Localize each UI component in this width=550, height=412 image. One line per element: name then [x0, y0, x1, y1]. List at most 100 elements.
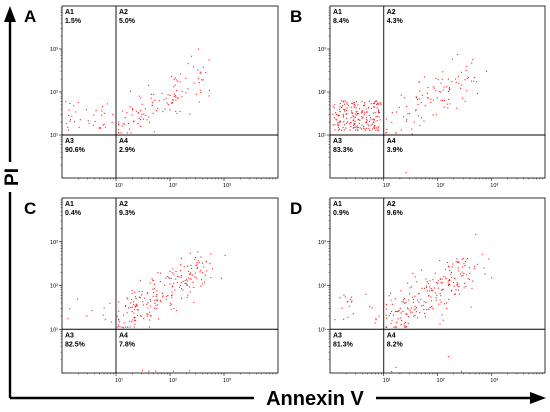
- scatter-point: [448, 88, 450, 90]
- scatter-point: [178, 286, 180, 288]
- scatter-point: [206, 270, 208, 272]
- scatter-point: [434, 292, 437, 294]
- x-tick-label: 10²: [437, 183, 445, 189]
- scatter-point: [332, 113, 334, 115]
- scatter-point: [129, 320, 131, 322]
- scatter-point: [374, 125, 376, 127]
- scatter-point: [99, 126, 101, 128]
- scatter-point: [391, 320, 393, 322]
- scatter-point: [147, 292, 149, 294]
- scatter-point: [452, 263, 454, 265]
- scatter-point: [391, 121, 393, 123]
- scatter-point: [350, 106, 352, 108]
- scatter-point: [347, 316, 349, 318]
- scatter-point: [160, 301, 162, 303]
- scatter-point: [109, 302, 111, 304]
- scatter-point: [484, 273, 486, 275]
- scatter-point: [423, 308, 425, 311]
- scatter-point: [346, 112, 348, 115]
- scatter-point: [148, 370, 150, 372]
- scatter-point: [403, 298, 405, 300]
- scatter-point: [409, 287, 411, 289]
- scatter-point: [441, 282, 443, 284]
- scatter-point: [467, 77, 470, 79]
- scatter-point: [416, 317, 419, 319]
- x-tick-label: 10²: [437, 378, 445, 384]
- scatter-point: [341, 129, 343, 131]
- scatter-point: [350, 117, 352, 119]
- scatter-point: [190, 272, 192, 274]
- scatter-point: [346, 101, 348, 103]
- scatter-point: [400, 312, 402, 314]
- scatter-point: [435, 78, 437, 80]
- scatter-point: [403, 299, 405, 301]
- scatter-point: [180, 276, 182, 278]
- scatter-point: [418, 301, 420, 303]
- scatter-point: [137, 111, 139, 113]
- scatter-point: [391, 371, 393, 373]
- scatter-point: [343, 108, 345, 110]
- scatter-point: [441, 278, 443, 280]
- scatter-point: [436, 294, 438, 296]
- scatter-point: [176, 97, 179, 99]
- scatter-point: [134, 296, 137, 298]
- scatter-point: [373, 121, 375, 123]
- scatter-point: [469, 272, 471, 275]
- scatter-point: [337, 124, 339, 126]
- scatter-point: [365, 293, 367, 295]
- scatter-point: [197, 260, 199, 262]
- scatter-point: [432, 289, 434, 291]
- scatter-point: [430, 289, 433, 291]
- scatter-point: [400, 317, 402, 319]
- scatter-point: [390, 299, 392, 301]
- scatter-point: [110, 321, 112, 323]
- scatter-point: [140, 125, 142, 128]
- scatter-point: [447, 78, 449, 80]
- scatter-point: [374, 101, 376, 103]
- scatter-point: [417, 98, 419, 101]
- scatter-point: [197, 251, 199, 253]
- scatter-point: [196, 264, 198, 266]
- scatter-point: [201, 79, 203, 81]
- scatter-point: [349, 123, 351, 125]
- scatter-point: [73, 121, 76, 123]
- scatter-point: [426, 309, 428, 311]
- scatter-point: [406, 313, 408, 315]
- scatter-point: [464, 264, 466, 267]
- scatter-point: [95, 110, 97, 112]
- scatter-point: [149, 299, 151, 301]
- y-axis-arrowhead: [4, 6, 16, 22]
- scatter-point: [165, 277, 167, 279]
- scatter-point: [396, 111, 398, 113]
- scatter-point: [106, 103, 108, 105]
- scatter-point: [163, 284, 166, 286]
- quadrant-name: A2: [387, 201, 396, 208]
- scatter-point: [417, 103, 419, 106]
- figure-axes: PI Annexin V: [2, 6, 546, 410]
- scatter-point: [156, 299, 159, 301]
- scatter-point: [395, 132, 397, 134]
- scatter-point: [457, 283, 459, 285]
- scatter-point: [198, 262, 200, 264]
- panel-letter: C: [24, 199, 36, 218]
- scatter-point: [339, 121, 341, 123]
- scatter-point: [346, 301, 348, 303]
- scatter-point: [428, 308, 430, 310]
- scatter-point: [173, 282, 175, 284]
- scatter-point: [167, 275, 169, 278]
- scatter-point: [456, 282, 458, 284]
- plot-frame: [329, 5, 546, 179]
- scatter-point: [448, 269, 451, 272]
- scatter-point: [414, 276, 416, 278]
- scatter-point: [415, 308, 417, 310]
- scatter-point: [448, 284, 450, 286]
- scatter-point: [430, 296, 432, 298]
- scatter-point: [341, 307, 343, 309]
- scatter-point: [450, 276, 453, 278]
- scatter-point: [407, 282, 409, 284]
- scatter-point: [411, 128, 413, 130]
- scatter-point: [457, 285, 459, 287]
- scatter-point: [403, 323, 405, 325]
- scatter-point: [354, 113, 356, 115]
- scatter-point: [337, 114, 339, 116]
